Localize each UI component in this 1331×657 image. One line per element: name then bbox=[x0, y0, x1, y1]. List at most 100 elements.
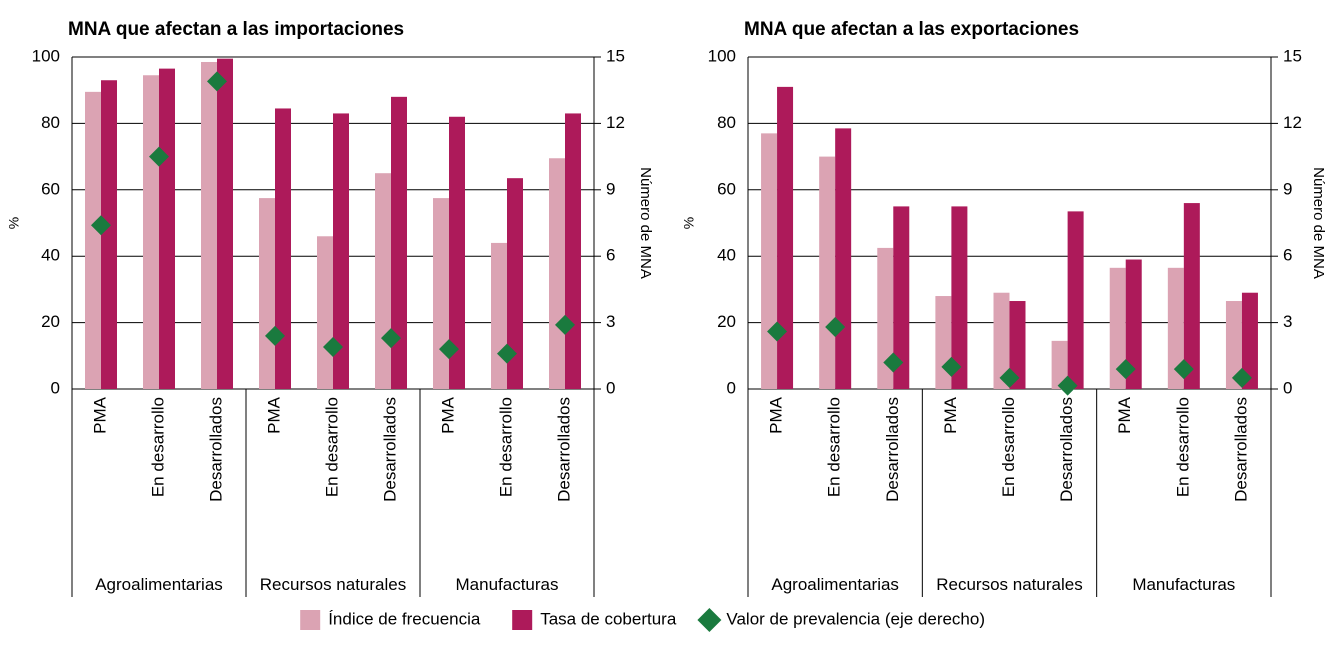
group-label: Recursos naturales bbox=[259, 575, 407, 594]
bar bbox=[761, 133, 778, 389]
bar bbox=[1183, 203, 1200, 389]
bar bbox=[101, 80, 117, 390]
marker bbox=[1115, 359, 1136, 380]
bar bbox=[1125, 259, 1142, 389]
bar bbox=[201, 61, 217, 389]
marker bbox=[265, 325, 285, 346]
bar bbox=[777, 86, 794, 389]
group-label: Manufacturas bbox=[455, 575, 559, 594]
marker bbox=[767, 321, 788, 342]
marker bbox=[825, 317, 846, 338]
bar bbox=[85, 91, 101, 390]
y-tick-label: 60 bbox=[717, 179, 736, 198]
legend-label: Tasa de cobertura bbox=[540, 609, 677, 628]
marker bbox=[1231, 367, 1252, 388]
bar bbox=[1167, 267, 1184, 389]
y2-tick-label: 15 bbox=[606, 46, 625, 65]
y2-tick-label: 6 bbox=[1283, 246, 1292, 265]
x-tick-label: PMA bbox=[438, 396, 457, 434]
marker bbox=[941, 356, 962, 377]
marker bbox=[323, 336, 343, 357]
bar bbox=[549, 158, 565, 389]
y-tick-label: 80 bbox=[717, 113, 736, 132]
marker bbox=[207, 71, 227, 92]
x-tick-label: Desarrollados bbox=[380, 397, 399, 502]
marker bbox=[381, 328, 401, 349]
bar bbox=[951, 206, 968, 389]
chart-title: MNA que afectan a las exportaciones bbox=[744, 19, 1079, 40]
marker bbox=[1057, 375, 1078, 396]
x-tick-label: PMA bbox=[1115, 396, 1134, 434]
bar bbox=[491, 242, 507, 389]
bar bbox=[259, 198, 275, 389]
bar bbox=[275, 108, 291, 390]
x-tick-label: En desarrollo bbox=[148, 397, 167, 497]
bar bbox=[507, 178, 523, 389]
x-tick-label: En desarrollo bbox=[825, 397, 844, 497]
bar bbox=[893, 206, 910, 389]
y2-tick-label: 3 bbox=[1283, 312, 1292, 331]
y-axis-label: % bbox=[681, 217, 697, 229]
y-tick-label: 40 bbox=[717, 246, 736, 265]
x-tick-label: PMA bbox=[90, 396, 109, 434]
x-tick-label: En desarrollo bbox=[1173, 397, 1192, 497]
y2-axis-label: Número de MNA bbox=[637, 167, 654, 279]
y-axis-label: % bbox=[6, 217, 22, 229]
y2-tick-label: 3 bbox=[606, 312, 615, 331]
y2-tick-label: 9 bbox=[606, 179, 615, 198]
x-tick-label: Desarrollados bbox=[1231, 397, 1250, 502]
x-tick-label: PMA bbox=[264, 396, 283, 434]
y-tick-label: 0 bbox=[51, 378, 60, 397]
x-tick-label: PMA bbox=[941, 396, 960, 434]
bar bbox=[1067, 211, 1084, 389]
marker bbox=[497, 343, 517, 364]
y2-tick-label: 9 bbox=[1283, 179, 1292, 198]
chart-title: MNA que afectan a las importaciones bbox=[68, 19, 404, 40]
bar bbox=[1225, 301, 1242, 389]
marker bbox=[555, 314, 575, 335]
x-tick-label: En desarrollo bbox=[322, 397, 341, 497]
bar bbox=[317, 236, 333, 389]
y2-tick-label: 15 bbox=[1283, 46, 1302, 65]
marker bbox=[883, 352, 904, 373]
x-tick-label: Desarrollados bbox=[1057, 397, 1076, 502]
y2-tick-label: 0 bbox=[1283, 378, 1292, 397]
bar bbox=[143, 75, 159, 389]
legend-label: Valor de prevalencia (eje derecho) bbox=[726, 609, 985, 628]
x-tick-label: En desarrollo bbox=[496, 397, 515, 497]
marker bbox=[91, 215, 111, 236]
x-tick-label: PMA bbox=[767, 396, 786, 434]
y-tick-label: 20 bbox=[717, 312, 736, 331]
bar bbox=[333, 113, 349, 389]
group-label: Agroalimentarias bbox=[771, 575, 899, 594]
marker bbox=[439, 339, 459, 360]
y-tick-label: 20 bbox=[41, 312, 60, 331]
bar bbox=[935, 296, 952, 389]
marker bbox=[1173, 359, 1194, 380]
bar bbox=[449, 116, 465, 389]
bar bbox=[877, 247, 894, 389]
bar bbox=[835, 128, 852, 389]
legend-swatch bbox=[512, 610, 533, 630]
x-tick-label: Desarrollados bbox=[206, 397, 225, 502]
bar bbox=[819, 156, 836, 389]
y-tick-label: 80 bbox=[41, 113, 60, 132]
bar bbox=[433, 198, 449, 389]
group-label: Recursos naturales bbox=[936, 575, 1083, 594]
bar bbox=[1241, 292, 1258, 389]
bar bbox=[217, 58, 233, 389]
y2-tick-label: 12 bbox=[606, 113, 625, 132]
bar bbox=[1051, 340, 1068, 389]
bar bbox=[159, 68, 175, 390]
y-tick-label: 60 bbox=[41, 179, 60, 198]
bar bbox=[375, 173, 391, 389]
y2-tick-label: 6 bbox=[606, 246, 615, 265]
bar bbox=[1109, 267, 1126, 389]
y-tick-label: 100 bbox=[32, 46, 60, 65]
legend-label: Índice de frecuencia bbox=[328, 609, 481, 628]
x-tick-label: En desarrollo bbox=[999, 397, 1018, 497]
y-tick-label: 0 bbox=[727, 378, 736, 397]
marker bbox=[999, 367, 1020, 388]
